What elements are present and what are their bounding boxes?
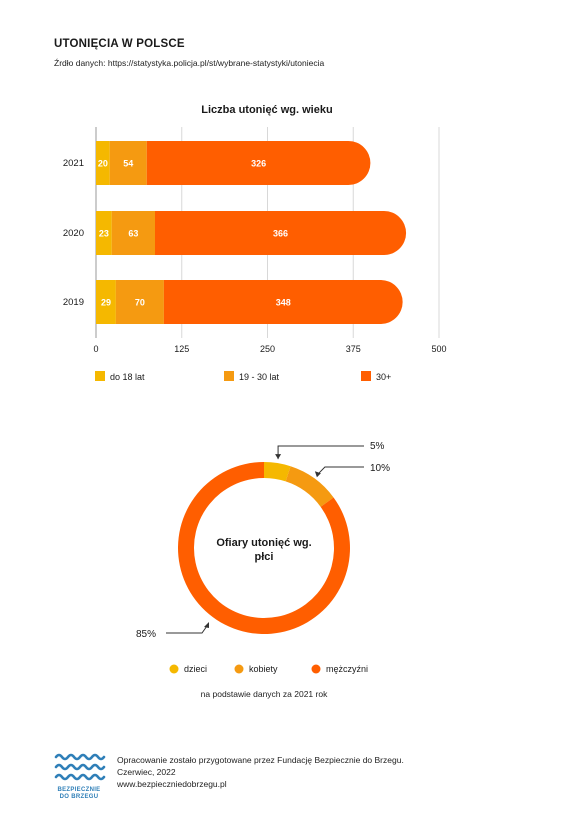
- logo-line-2: DO BRZEGU: [59, 794, 99, 800]
- bar-segment: [96, 211, 112, 255]
- bar-segment: [96, 141, 110, 185]
- donut-label: 85%: [136, 629, 156, 640]
- donut-label: 5%: [370, 441, 385, 452]
- bar-chart-legend: do 18 lat 19 - 30 lat 30+: [95, 371, 391, 382]
- x-tick-label: 250: [260, 344, 275, 354]
- donut-slice: [285, 466, 334, 507]
- legend-label: do 18 lat: [110, 372, 145, 382]
- legend-label: 30+: [376, 372, 391, 382]
- bar-chart-y-ticks: 2021 2020 2019: [63, 158, 84, 308]
- legend-swatch: [234, 664, 244, 674]
- donut-note: na podstawie danych za 2021 rok: [201, 689, 328, 699]
- bar-data-label: 348: [276, 298, 291, 308]
- donut-label: 10%: [370, 463, 390, 474]
- y-tick-label: 2020: [63, 228, 84, 239]
- callout-line: [277, 445, 364, 460]
- donut-chart-title-line1: Ofiary utonięć wg.: [216, 537, 311, 549]
- legend-label: 19 - 30 lat: [239, 372, 280, 382]
- footer-line-author: Opracowanie zostało przygotowane przez F…: [117, 755, 404, 765]
- bar-segment: [96, 280, 116, 324]
- callout-arrow: [314, 471, 321, 478]
- bar-chart-title: Liczba utonięć wg. wieku: [201, 104, 332, 116]
- callout-line: [316, 466, 364, 476]
- donut-chart: [178, 462, 351, 634]
- wave-line: [54, 753, 106, 761]
- bar-segment: [154, 211, 407, 255]
- legend-label: dzieci: [184, 664, 207, 674]
- bar-data-label: 63: [128, 229, 138, 239]
- x-tick-label: 125: [174, 344, 189, 354]
- logo-text: BEZPIECZNIE DO BRZEGU: [52, 787, 106, 801]
- y-tick-label: 2021: [63, 158, 84, 169]
- wave-line: [54, 763, 106, 771]
- bar-segment: [109, 141, 147, 185]
- bar-data-label: 366: [273, 229, 288, 239]
- bar-data-label: 20: [98, 159, 108, 169]
- legend-swatch: [311, 664, 321, 674]
- donut-callouts: 5% 10% 85%: [136, 441, 390, 640]
- bar-data-label: 54: [123, 159, 133, 169]
- legend-label: mężczyźni: [326, 664, 368, 674]
- footer-credits: Opracowanie zostało przygotowane przez F…: [117, 754, 404, 790]
- donut-legend: dzieci kobiety mężczyźni: [169, 664, 368, 674]
- bar-segment: [163, 280, 403, 324]
- logo-line-1: BEZPIECZNIE: [57, 787, 101, 793]
- bar-data-label: 29: [101, 298, 111, 308]
- legend-swatch: [95, 371, 105, 381]
- callout-line: [166, 625, 208, 634]
- page-title: UTONIĘCIA W POLSCE: [54, 38, 185, 50]
- wave-line: [54, 773, 106, 781]
- x-tick-label: 0: [93, 344, 98, 354]
- bar-chart-x-ticks: 0 125 250 375 500: [93, 344, 446, 354]
- bar-chart-bars: 20 54 326 23 63 366 29 70 348: [96, 141, 407, 324]
- legend-swatch: [361, 371, 371, 381]
- data-source: Źrdło danych: https://statystyka.policja…: [54, 58, 325, 68]
- bar-data-label: 70: [135, 298, 145, 308]
- x-tick-label: 375: [346, 344, 361, 354]
- footer-line-date: Czerwiec, 2022: [117, 767, 176, 777]
- bar-segment: [111, 211, 155, 255]
- donut-slice: [264, 462, 291, 482]
- donut-chart-title-line2: płci: [255, 551, 274, 563]
- logo-waves-icon: [54, 753, 106, 781]
- legend-swatch: [224, 371, 234, 381]
- bar-data-label: 23: [99, 229, 109, 239]
- bar-segment: [115, 280, 164, 324]
- bar-data-label: 326: [251, 159, 266, 169]
- legend-label: kobiety: [249, 664, 278, 674]
- legend-swatch: [169, 664, 179, 674]
- footer-line-website[interactable]: www.bezpieczniedobrzegu.pl: [117, 779, 227, 789]
- bar-segment: [146, 141, 371, 185]
- y-tick-label: 2019: [63, 297, 84, 308]
- x-tick-label: 500: [431, 344, 446, 354]
- callout-arrow: [204, 622, 209, 628]
- callout-arrow: [275, 454, 282, 460]
